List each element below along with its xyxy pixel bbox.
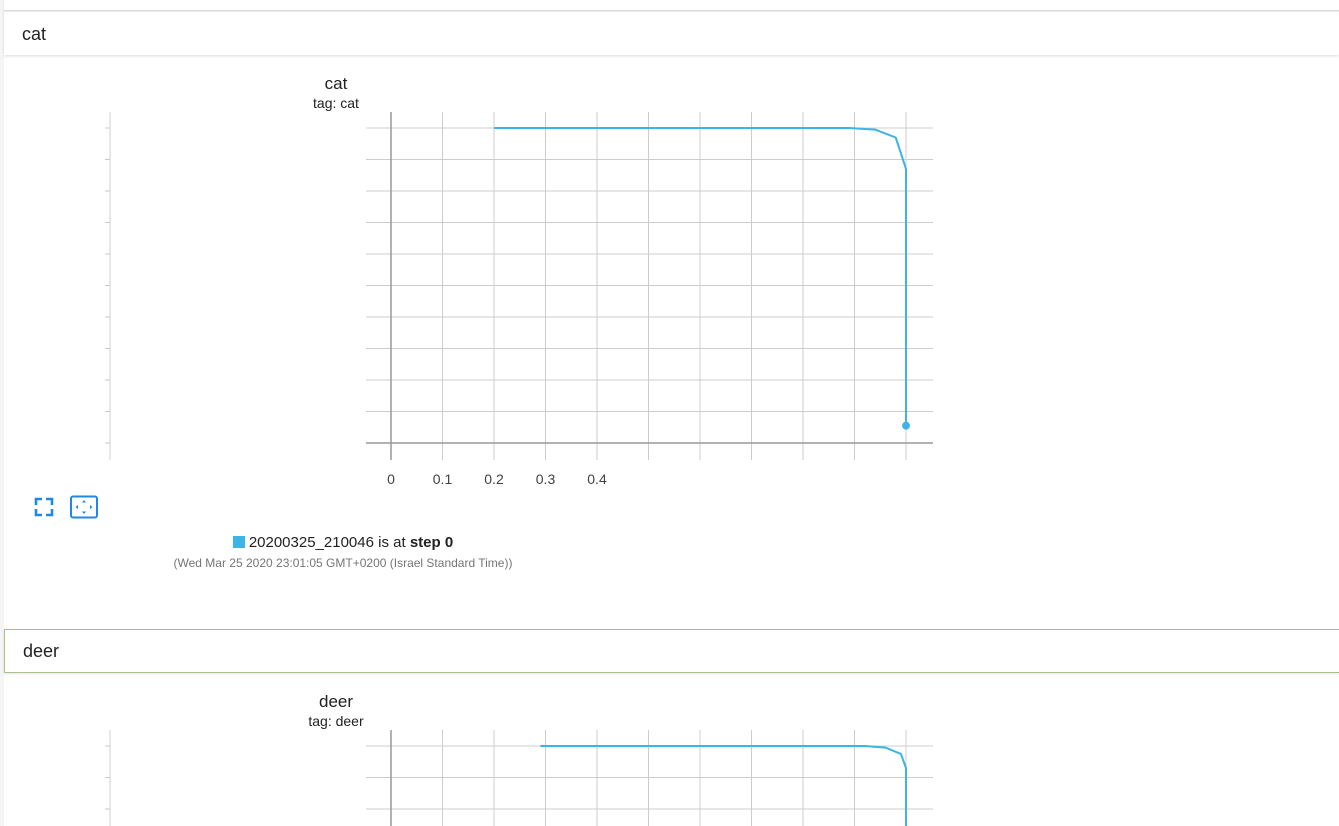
chart-subtitle: tag: deer: [308, 713, 364, 729]
x-tick-label: 0.2: [484, 471, 504, 487]
chart-title: cat: [324, 74, 348, 93]
legend-timestamp: (Wed Mar 25 2020 23:01:05 GMT+0200 (Isra…: [173, 556, 513, 570]
fit-domain-icon[interactable]: [69, 494, 99, 520]
series-swatch: [232, 536, 245, 548]
previous-section-edge: [4, 0, 1339, 11]
legend-step: step 0: [409, 534, 454, 551]
cat-line-chart[interactable]: 0 0.1 0.2 0.3 0.4: [0, 0, 1339, 500]
section-header-deer[interactable]: deer: [4, 629, 1339, 673]
legend-mid-text: is at: [378, 534, 406, 551]
fullscreen-icon[interactable]: [30, 494, 58, 520]
x-tick-label: 0.1: [433, 471, 453, 487]
series-line: [494, 127, 907, 426]
left-gutter: [0, 0, 4, 826]
section-title: cat: [22, 24, 47, 44]
chart-subtitle: tag: cat: [313, 95, 359, 111]
section-header-cat[interactable]: cat: [4, 11, 1339, 55]
x-tick-label: 0.4: [587, 471, 607, 487]
series-end-point: [902, 421, 910, 430]
x-tick-label: 0: [387, 471, 395, 487]
section-title: deer: [23, 641, 60, 661]
legend-run-name: 20200325_210046: [248, 534, 374, 551]
series-line: [540, 745, 907, 826]
x-tick-label: 0.3: [536, 471, 556, 487]
chart-title: deer: [318, 692, 354, 711]
chart-legend: 20200325_210046 is at step 0: [0, 534, 686, 551]
